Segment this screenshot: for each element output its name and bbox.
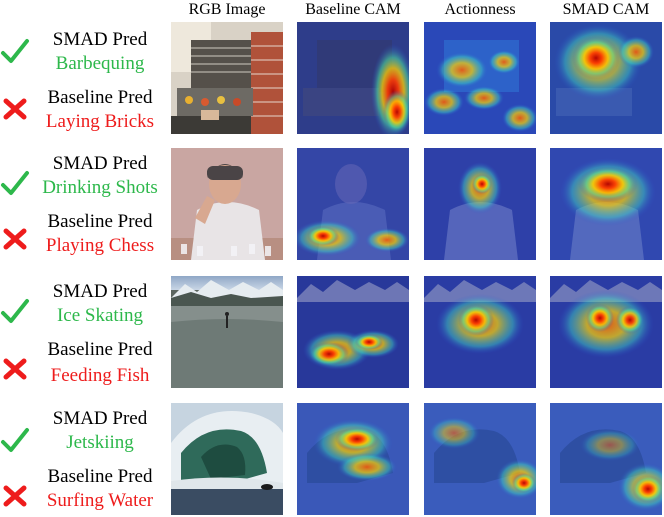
actionness-image [424, 22, 536, 134]
check-icon [1, 299, 29, 323]
example-row-ice-skating: SMAD Pred Ice Skating Baseline Pred Feed… [0, 276, 664, 388]
smad-cam-image [550, 148, 662, 260]
rgb-image [171, 22, 283, 134]
baseline-pred-value: Surfing Water [46, 490, 154, 511]
example-row-drinking-shots: SMAD Pred Drinking Shots Baseline Pred P… [0, 148, 664, 260]
smad-pred-value: Jetskiing [66, 432, 134, 453]
smad-cam-image [550, 276, 662, 388]
actionness-image [424, 403, 536, 515]
rgb-image [171, 148, 283, 260]
column-header-rgb: RGB Image [188, 1, 266, 18]
baseline-pred-value: Feeding Fish [50, 365, 150, 386]
cross-icon [3, 228, 27, 250]
baseline-cam-image [297, 148, 409, 260]
cross-icon [3, 485, 27, 507]
cross-icon [3, 358, 27, 380]
baseline-pred-value: Laying Bricks [45, 111, 155, 132]
column-header-baseline-cam: Baseline CAM [305, 1, 401, 18]
smad-cam-image [550, 403, 662, 515]
smad-pred-heading: SMAD Pred [52, 408, 148, 429]
check-icon [1, 39, 29, 63]
baseline-pred-heading: Baseline Pred [47, 211, 153, 232]
rgb-image [171, 403, 283, 515]
cross-icon [3, 98, 27, 120]
smad-pred-value: Ice Skating [56, 305, 143, 326]
baseline-cam-image [297, 403, 409, 515]
smad-pred-heading: SMAD Pred [52, 29, 148, 50]
actionness-image [424, 276, 536, 388]
rgb-image [171, 276, 283, 388]
column-header-smad-cam: SMAD CAM [562, 1, 650, 18]
example-row-barbequing: SMAD Pred Barbequing Baseline Pred Layin… [0, 22, 664, 134]
baseline-cam-image [297, 22, 409, 134]
baseline-pred-value: Playing Chess [45, 235, 155, 256]
baseline-pred-heading: Baseline Pred [47, 87, 153, 108]
check-icon [1, 428, 29, 452]
column-header-actionness: Actionness [444, 1, 516, 18]
actionness-image [424, 148, 536, 260]
smad-cam-image [550, 22, 662, 134]
example-row-jetskiing: SMAD Pred Jetskiing Baseline Pred Surfin… [0, 403, 664, 515]
smad-pred-value: Barbequing [55, 53, 145, 74]
check-icon [1, 171, 29, 195]
baseline-pred-heading: Baseline Pred [47, 466, 153, 487]
smad-pred-heading: SMAD Pred [52, 153, 148, 174]
baseline-pred-heading: Baseline Pred [47, 339, 153, 360]
baseline-cam-image [297, 276, 409, 388]
smad-pred-heading: SMAD Pred [52, 281, 148, 302]
smad-pred-value: Drinking Shots [42, 177, 158, 198]
